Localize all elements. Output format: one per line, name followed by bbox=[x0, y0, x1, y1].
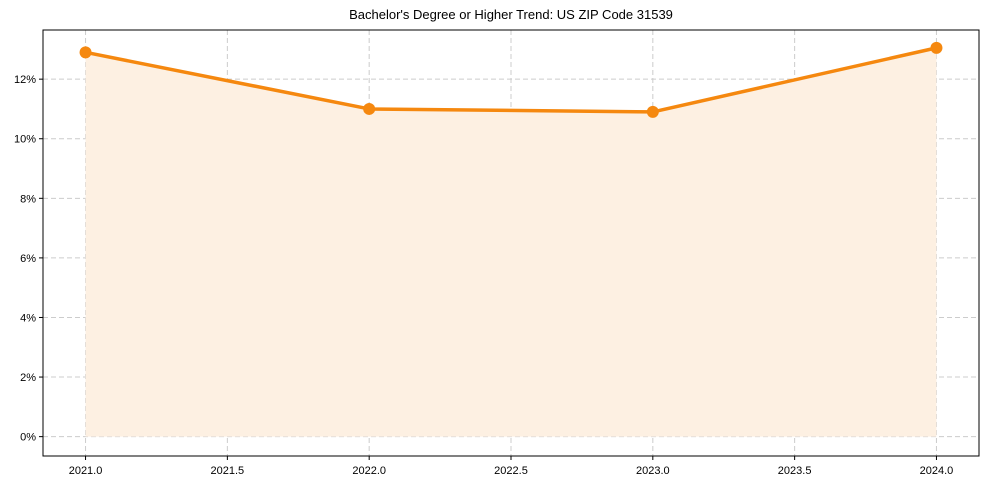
x-tick-label: 2022.5 bbox=[494, 465, 528, 477]
y-tick-label: 4% bbox=[20, 312, 36, 324]
series-line bbox=[85, 46, 937, 114]
x-tick-label: 2022.0 bbox=[352, 465, 386, 477]
chart-title: Bachelor's Degree or Higher Trend: US ZI… bbox=[349, 7, 673, 22]
data-point bbox=[930, 41, 943, 54]
y-tick-label: 2% bbox=[20, 372, 36, 384]
x-tick-label: 2023.0 bbox=[636, 465, 670, 477]
area-fill bbox=[85, 47, 937, 437]
data-markers bbox=[79, 41, 943, 118]
y-tick-label: 8% bbox=[20, 193, 36, 205]
x-tick-label: 2023.5 bbox=[778, 465, 812, 477]
data-point bbox=[79, 46, 92, 59]
x-tick-label: 2021.5 bbox=[211, 465, 245, 477]
x-axis: 2021.0 2021.5 2022.0 2022.5 2023.0 2023.5 2024… bbox=[69, 456, 954, 477]
data-point bbox=[363, 102, 376, 115]
y-tick-label: 0% bbox=[20, 432, 36, 444]
y-tick-label: 12% bbox=[14, 74, 36, 86]
data-point bbox=[646, 105, 659, 118]
y-axis: 0% 2% 4% 6% 8% 10% 12% bbox=[14, 74, 43, 444]
y-tick-label: 10% bbox=[14, 134, 36, 146]
x-tick-label: 2024.0 bbox=[920, 465, 954, 477]
x-tick-label: 2021.0 bbox=[69, 465, 103, 477]
y-tick-label: 6% bbox=[20, 253, 36, 265]
